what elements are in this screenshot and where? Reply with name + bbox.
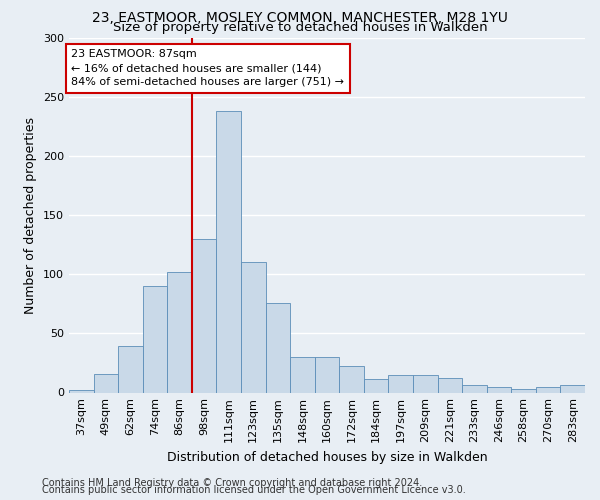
Y-axis label: Number of detached properties: Number of detached properties: [25, 116, 37, 314]
Bar: [511, 389, 536, 392]
Bar: [266, 302, 290, 392]
Bar: [462, 386, 487, 392]
Text: Contains public sector information licensed under the Open Government Licence v3: Contains public sector information licen…: [42, 485, 466, 495]
Bar: [241, 262, 266, 392]
Bar: [536, 386, 560, 392]
X-axis label: Distribution of detached houses by size in Walkden: Distribution of detached houses by size …: [167, 450, 487, 464]
Bar: [413, 375, 437, 392]
Bar: [364, 380, 388, 392]
Text: 23 EASTMOOR: 87sqm
← 16% of detached houses are smaller (144)
84% of semi-detach: 23 EASTMOOR: 87sqm ← 16% of detached hou…: [71, 50, 344, 88]
Bar: [69, 390, 94, 392]
Bar: [167, 272, 192, 392]
Bar: [94, 374, 118, 392]
Bar: [487, 386, 511, 392]
Text: Contains HM Land Registry data © Crown copyright and database right 2024.: Contains HM Land Registry data © Crown c…: [42, 478, 422, 488]
Bar: [143, 286, 167, 393]
Bar: [560, 386, 585, 392]
Text: 23, EASTMOOR, MOSLEY COMMON, MANCHESTER, M28 1YU: 23, EASTMOOR, MOSLEY COMMON, MANCHESTER,…: [92, 11, 508, 25]
Bar: [192, 238, 217, 392]
Bar: [339, 366, 364, 392]
Text: Size of property relative to detached houses in Walkden: Size of property relative to detached ho…: [113, 22, 487, 35]
Bar: [388, 375, 413, 392]
Bar: [217, 111, 241, 392]
Bar: [315, 357, 339, 392]
Bar: [437, 378, 462, 392]
Bar: [290, 357, 315, 392]
Bar: [118, 346, 143, 393]
